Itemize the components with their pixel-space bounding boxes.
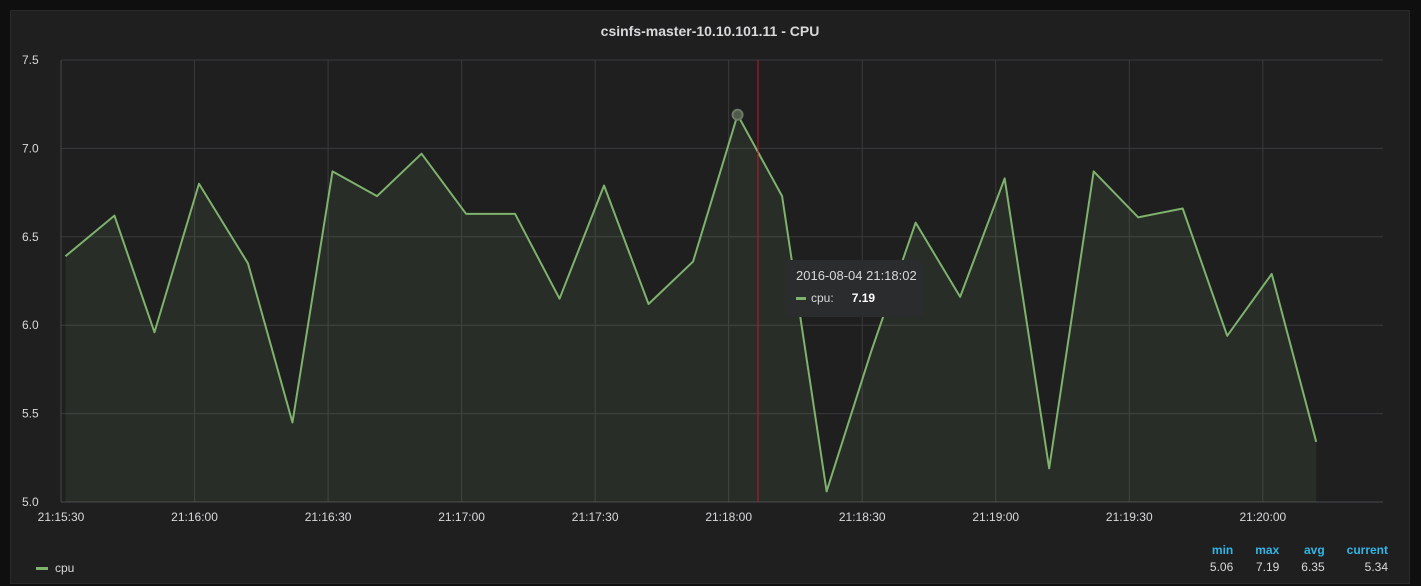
tooltip-timestamp: 2016-08-04 21:18:02 (796, 268, 917, 283)
x-tick-label: 21:18:00 (705, 510, 752, 524)
data-point (197, 182, 201, 186)
x-tick-label: 21:15:30 (38, 510, 85, 524)
y-tick-label: 5.0 (22, 495, 39, 509)
data-point (246, 261, 250, 265)
legend-value-avg: 6.35 (1301, 560, 1325, 574)
data-point (513, 212, 517, 216)
data-point (780, 194, 784, 198)
x-tick-label: 21:18:30 (839, 510, 886, 524)
y-tick-label: 6.5 (22, 230, 39, 244)
data-point (1136, 215, 1140, 219)
data-point (1181, 207, 1185, 211)
tooltip-series-label: cpu: (811, 291, 834, 305)
data-point (914, 221, 918, 225)
data-point (1047, 466, 1051, 470)
data-point (1092, 169, 1096, 173)
legend-stats: min max avg current 5.06 7.19 6.35 5.34 (1188, 542, 1388, 575)
legend-value-current: 5.34 (1364, 560, 1388, 574)
hover-tooltip: 2016-08-04 21:18:02 cpu: 7.19 (785, 260, 924, 317)
data-point (558, 297, 562, 301)
cpu-series-line (64, 113, 1318, 493)
x-tick-label: 21:16:00 (171, 510, 218, 524)
tooltip-series-value: 7.19 (851, 291, 876, 305)
data-point (375, 194, 379, 198)
legend-series-cpu[interactable]: cpu (36, 561, 74, 575)
cpu-area-fill (65, 114, 1317, 503)
data-point (1270, 272, 1274, 276)
data-point (691, 260, 695, 264)
x-tick-label: 21:17:30 (572, 510, 619, 524)
data-point (825, 489, 829, 493)
legend-value-min: 5.06 (1209, 560, 1234, 574)
data-point (420, 152, 424, 156)
data-point (1225, 334, 1229, 338)
hover-point (731, 108, 744, 121)
data-point (1314, 440, 1318, 444)
data-point (602, 184, 606, 188)
x-tick-label: 21:20:00 (1239, 510, 1286, 524)
legend-header-max[interactable]: max (1255, 542, 1280, 557)
x-tick-label: 21:19:00 (972, 510, 1019, 524)
data-point (1003, 176, 1007, 180)
data-point (290, 420, 294, 424)
data-point (112, 214, 116, 218)
data-point (331, 169, 335, 173)
data-point (152, 330, 156, 334)
data-point (647, 302, 651, 306)
data-point (464, 212, 468, 216)
data-point (958, 295, 962, 299)
y-tick-label: 7.5 (22, 53, 39, 67)
y-tick-label: 7.0 (22, 141, 39, 155)
data-point (869, 350, 873, 354)
legend-value-max: 7.19 (1255, 560, 1280, 574)
tooltip-row: cpu: 7.19 (796, 291, 875, 305)
x-tick-label: 21:17:00 (438, 510, 485, 524)
legend-series-swatch (36, 566, 48, 570)
legend-header-current[interactable]: current (1346, 542, 1388, 557)
cpu-graph-panel: csinfs-master-10.10.101.11 - CPU (10, 10, 1410, 584)
panel-title[interactable]: csinfs-master-10.10.101.11 - CPU (600, 23, 820, 39)
legend-header-min[interactable]: min (1211, 542, 1234, 557)
legend-series-name[interactable]: cpu (55, 561, 75, 575)
x-tick-label: 21:16:30 (305, 510, 352, 524)
y-tick-label: 6.0 (22, 318, 39, 332)
y-tick-label: 5.5 (22, 407, 39, 421)
legend-header-avg[interactable]: avg (1303, 542, 1325, 557)
data-point (63, 254, 67, 258)
x-tick-label: 21:19:30 (1106, 510, 1153, 524)
tooltip-series-swatch (796, 296, 806, 300)
